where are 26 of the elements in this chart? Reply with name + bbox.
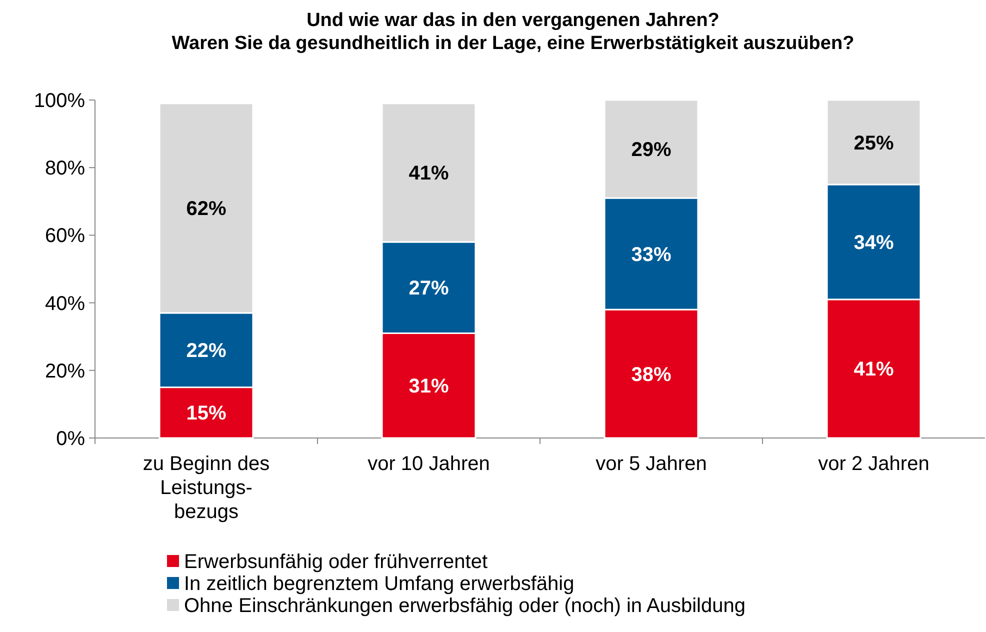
x-tick-label: vor 5 Jahren xyxy=(596,453,707,475)
y-tick-label: 60% xyxy=(44,225,86,248)
y-tick-label: 20% xyxy=(44,360,86,382)
x-tick-label: vor 2 Jahren xyxy=(818,453,930,475)
data-label: 41% xyxy=(854,358,894,381)
legend-label: Erwerbsunfähig oder frühverrentet xyxy=(184,551,488,573)
data-label: 33% xyxy=(631,244,672,266)
data-label: 27% xyxy=(408,278,449,300)
x-tick-label: zu Beginn des Leistungs- bezugs xyxy=(142,453,270,523)
y-tick-label: 80% xyxy=(44,158,86,180)
y-tick-label: 40% xyxy=(44,292,86,315)
chart-title: Und wie war das in den vergangenen Jahren? Waren Sie da gesundheitlich in der Lage, eine Erwerbstätigkeit auszuüben? xyxy=(172,10,854,54)
data-label: 25% xyxy=(854,132,894,154)
legend-label: Ohne Einschränkungen erwerbsfähig oder (noch) in Ausbildung xyxy=(184,595,746,617)
legend-label: In zeitlich begrenztem Umfang erwerbsfähig xyxy=(184,573,574,595)
y-tick-label: 100% xyxy=(34,90,86,112)
data-label: 22% xyxy=(186,340,226,362)
x-tick-label: vor 10 Jahren xyxy=(368,453,490,475)
data-label: 15% xyxy=(186,402,226,425)
data-label: 31% xyxy=(408,376,449,398)
y-tick-label: 0% xyxy=(56,428,86,450)
data-label: 62% xyxy=(186,198,226,220)
data-label: 41% xyxy=(408,162,449,185)
data-label: 38% xyxy=(631,364,672,386)
data-label: 34% xyxy=(854,232,894,254)
data-label: 29% xyxy=(631,139,672,162)
